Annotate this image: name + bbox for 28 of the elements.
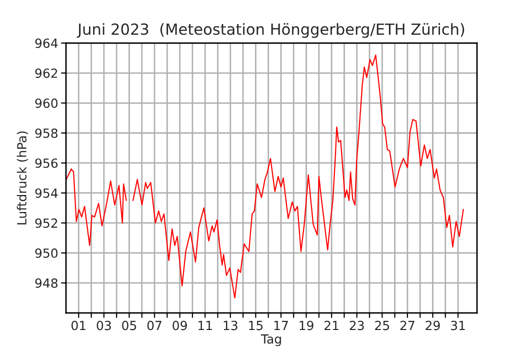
- x-tick-label: 01: [72, 320, 86, 330]
- y-axis-title: Luftdruck (hPa): [16, 131, 28, 224]
- x-tick-label: 05: [122, 320, 136, 330]
- x-tick-label: 13: [224, 320, 238, 330]
- x-tick-label: 09: [172, 320, 187, 330]
- y-tick-label: 956: [35, 158, 58, 168]
- x-tick-label: 03: [96, 320, 111, 330]
- y-tick-label: 960: [35, 98, 58, 108]
- x-axis-title: Tag: [260, 334, 281, 346]
- x-tick-label: 17: [274, 320, 288, 330]
- y-tick-label: 958: [35, 128, 58, 138]
- chart-title: Juni 2023 (Meteostation Hönggerberg/ETH Zürich): [76, 23, 464, 38]
- x-tick-label: 19: [300, 320, 314, 330]
- x-tick-label: 21: [324, 320, 338, 330]
- x-tick-label: 11: [198, 320, 212, 330]
- x-tick-label: 23: [350, 320, 364, 330]
- x-tick-label: 15: [249, 320, 263, 330]
- x-tick-label: 31: [451, 320, 465, 330]
- y-tick-label: 948: [35, 278, 58, 288]
- x-tick-label: 27: [400, 320, 414, 330]
- y-tick-label: 964: [35, 38, 58, 48]
- x-tick-label: 25: [375, 320, 390, 330]
- y-tick-label: 962: [35, 68, 58, 78]
- y-tick-label: 954: [35, 188, 58, 198]
- x-tick-label: 29: [426, 320, 440, 330]
- y-tick-label: 950: [35, 248, 58, 258]
- y-tick-label: 952: [35, 218, 58, 228]
- x-tick-label: 07: [147, 320, 162, 330]
